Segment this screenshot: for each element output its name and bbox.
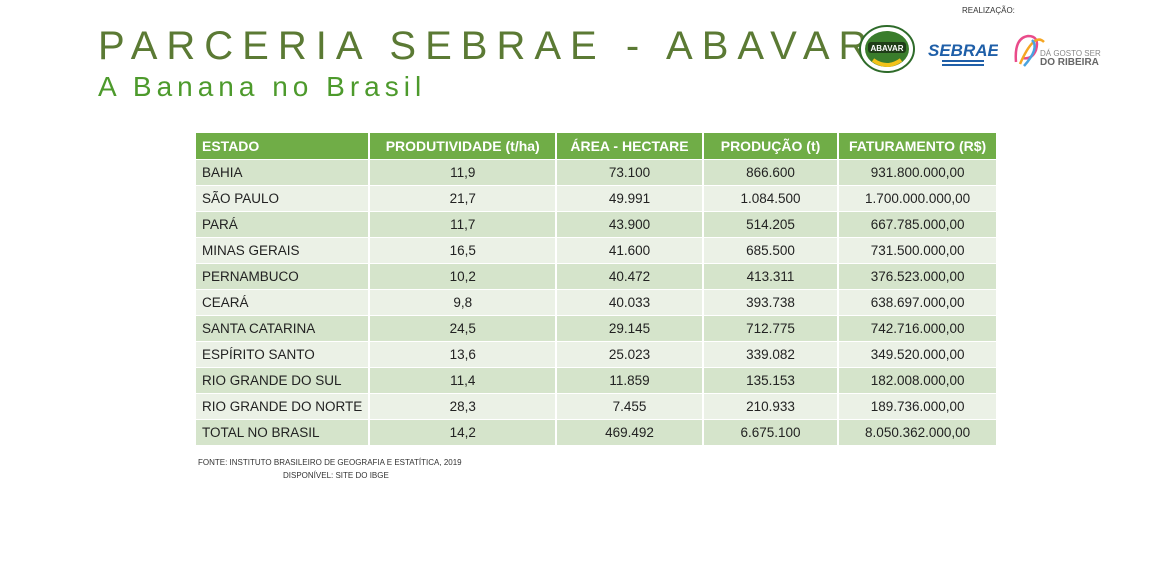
cell-estado: CEARÁ	[196, 290, 371, 316]
table-row: SÃO PAULO 21,7 49.991 1.084.500 1.700.00…	[196, 186, 996, 212]
ribeira-logo-text: DÁ GOSTO SER DO RIBEIRA	[1040, 49, 1101, 68]
cell-producao: 1.084.500	[703, 186, 840, 212]
cell-producao: 413.311	[703, 264, 840, 290]
ribeira-logo	[1014, 34, 1045, 67]
sebrae-logo-text: SEBRAE	[928, 41, 998, 60]
cell-area: 11.859	[557, 368, 704, 394]
col-header-estado: ESTADO	[196, 133, 371, 160]
cell-area: 40.472	[557, 264, 704, 290]
cell-produtividade: 24,5	[370, 316, 558, 342]
cell-estado: ESPÍRITO SANTO	[196, 342, 371, 368]
cell-area: 43.900	[557, 212, 704, 238]
source-note: FONTE: INSTITUTO BRASILEIRO DE GEOGRAFIA…	[198, 458, 462, 467]
cell-area: 40.033	[557, 290, 704, 316]
cell-faturamento: 731.500.000,00	[839, 238, 996, 264]
cell-produtividade: 11,9	[370, 160, 558, 186]
cell-area: 73.100	[557, 160, 704, 186]
realizacao-label: REALIZAÇÃO:	[962, 6, 1015, 15]
cell-producao: 712.775	[703, 316, 840, 342]
cell-produtividade: 28,3	[370, 394, 558, 420]
cell-produtividade: 21,7	[370, 186, 558, 212]
availability-note: DISPONÍVEL: SITE DO IBGE	[283, 471, 389, 480]
cell-faturamento: 8.050.362.000,00	[839, 420, 996, 446]
cell-faturamento: 667.785.000,00	[839, 212, 996, 238]
cell-faturamento: 349.520.000,00	[839, 342, 996, 368]
cell-faturamento: 376.523.000,00	[839, 264, 996, 290]
cell-producao: 514.205	[703, 212, 840, 238]
cell-area: 7.455	[557, 394, 704, 420]
cell-area: 25.023	[557, 342, 704, 368]
table-row: PERNAMBUCO 10,2 40.472 413.311 376.523.0…	[196, 264, 996, 290]
cell-estado: RIO GRANDE DO SUL	[196, 368, 371, 394]
ribeira-line2: DO RIBEIRA	[1040, 57, 1099, 68]
sebrae-logo: SEBRAE	[928, 41, 998, 66]
table-row: CEARÁ 9,8 40.033 393.738 638.697.000,00	[196, 290, 996, 316]
table-row: SANTA CATARINA 24,5 29.145 712.775 742.7…	[196, 316, 996, 342]
cell-estado: MINAS GERAIS	[196, 238, 371, 264]
cell-producao: 6.675.100	[703, 420, 840, 446]
table-total-row: TOTAL NO BRASIL 14,2 469.492 6.675.100 8…	[196, 420, 996, 446]
cell-produtividade: 16,5	[370, 238, 558, 264]
ribeira-line1: DÁ GOSTO SER	[1040, 49, 1101, 58]
cell-estado: SANTA CATARINA	[196, 316, 371, 342]
table-header-row: ESTADO PRODUTIVIDADE (t/ha) ÁREA - HECTA…	[196, 133, 996, 160]
cell-faturamento: 638.697.000,00	[839, 290, 996, 316]
table-row: RIO GRANDE DO NORTE 28,3 7.455 210.933 1…	[196, 394, 996, 420]
page-title: PARCERIA SEBRAE - ABAVAR	[98, 24, 877, 68]
cell-estado: SÃO PAULO	[196, 186, 371, 212]
cell-estado: PERNAMBUCO	[196, 264, 371, 290]
cell-area: 29.145	[557, 316, 704, 342]
cell-faturamento: 931.800.000,00	[839, 160, 996, 186]
cell-producao: 339.082	[703, 342, 840, 368]
table-row: RIO GRANDE DO SUL 11,4 11.859 135.153 18…	[196, 368, 996, 394]
table-row: BAHIA 11,9 73.100 866.600 931.800.000,00	[196, 160, 996, 186]
banana-production-table: ESTADO PRODUTIVIDADE (t/ha) ÁREA - HECTA…	[196, 133, 996, 446]
cell-producao: 393.738	[703, 290, 840, 316]
cell-produtividade: 11,4	[370, 368, 558, 394]
cell-produtividade: 11,7	[370, 212, 558, 238]
page-subtitle: A Banana no Brasil	[98, 71, 427, 102]
cell-estado: TOTAL NO BRASIL	[196, 420, 371, 446]
abavar-logo: ABAVAR	[859, 25, 915, 73]
cell-produtividade: 10,2	[370, 264, 558, 290]
cell-producao: 210.933	[703, 394, 840, 420]
table-row: ESPÍRITO SANTO 13,6 25.023 339.082 349.5…	[196, 342, 996, 368]
abavar-logo-text: ABAVAR	[870, 44, 903, 53]
table-row: PARÁ 11,7 43.900 514.205 667.785.000,00	[196, 212, 996, 238]
table-row: MINAS GERAIS 16,5 41.600 685.500 731.500…	[196, 238, 996, 264]
cell-faturamento: 189.736.000,00	[839, 394, 996, 420]
cell-faturamento: 742.716.000,00	[839, 316, 996, 342]
col-header-produtividade: PRODUTIVIDADE (t/ha)	[370, 133, 558, 160]
cell-produtividade: 9,8	[370, 290, 558, 316]
cell-estado: PARÁ	[196, 212, 371, 238]
cell-produtividade: 14,2	[370, 420, 558, 446]
cell-producao: 685.500	[703, 238, 840, 264]
cell-estado: RIO GRANDE DO NORTE	[196, 394, 371, 420]
cell-faturamento: 1.700.000.000,00	[839, 186, 996, 212]
cell-estado: BAHIA	[196, 160, 371, 186]
cell-producao: 866.600	[703, 160, 840, 186]
cell-produtividade: 13,6	[370, 342, 558, 368]
cell-area: 41.600	[557, 238, 704, 264]
cell-producao: 135.153	[703, 368, 840, 394]
cell-area: 49.991	[557, 186, 704, 212]
col-header-producao: PRODUÇÃO (t)	[703, 133, 840, 160]
col-header-area: ÁREA - HECTARE	[557, 133, 704, 160]
cell-faturamento: 182.008.000,00	[839, 368, 996, 394]
col-header-faturamento: FATURAMENTO (R$)	[839, 133, 996, 160]
cell-area: 469.492	[557, 420, 704, 446]
